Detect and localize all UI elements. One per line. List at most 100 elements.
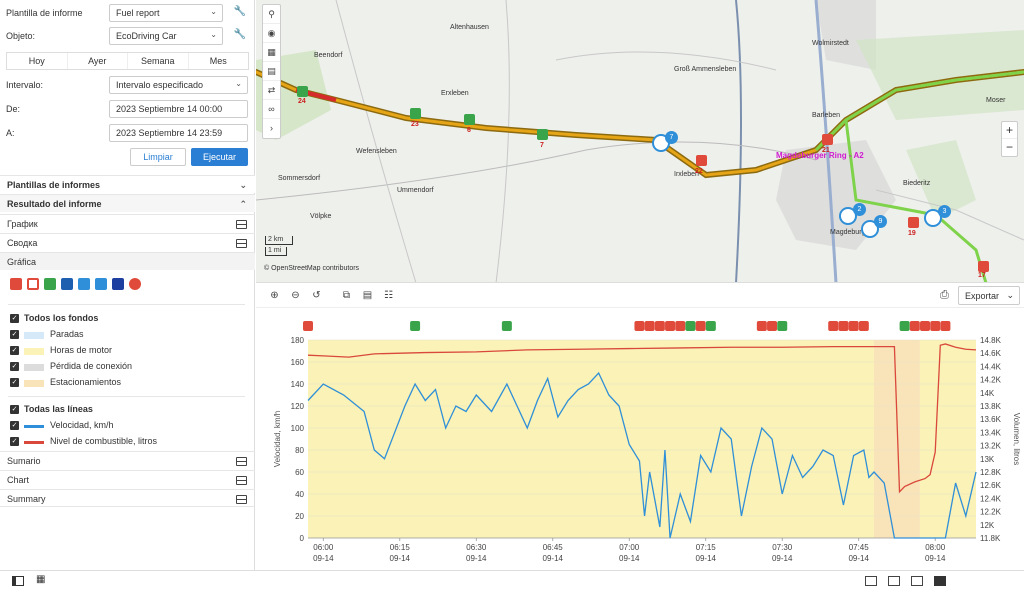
geofence-icon[interactable]: ∞ [263, 100, 280, 119]
wrench-icon[interactable]: 🔧 [233, 6, 247, 17]
drain-marker-icon[interactable] [908, 217, 919, 228]
map-view[interactable]: Beendorf Altenhausen Erxleben Groß Ammen… [256, 0, 1024, 283]
result-section[interactable]: Resultado del informe ⌃ [0, 194, 255, 212]
export-dropdown[interactable]: Exportar ⌄ [958, 286, 1020, 305]
map-layers-icon[interactable]: ▦ [263, 43, 280, 62]
drain-marker-icon[interactable] [27, 278, 39, 290]
comment-icon[interactable]: ▤ [362, 290, 373, 301]
y-right-tick-label: 13K [980, 455, 995, 464]
drain-marker-icon[interactable] [696, 155, 707, 166]
zoom-out-button[interactable]: − [1005, 140, 1013, 154]
drain-marker-icon[interactable] [978, 261, 989, 272]
checkbox-icon[interactable]: ✓ [10, 346, 19, 355]
object-select[interactable]: EcoDriving Car ⌄ [109, 27, 223, 45]
table-icon[interactable] [236, 495, 247, 504]
checkbox-icon[interactable]: ✓ [10, 378, 19, 387]
map-marker-label: 2 [853, 203, 866, 216]
run-button[interactable]: Ejecutar [191, 148, 248, 166]
map-label-town: Groß Ammensleben [674, 66, 737, 73]
layout-icon[interactable] [934, 576, 946, 586]
x-tick-date-label: 09-14 [925, 554, 946, 563]
interval-label: Intervalo: [6, 80, 44, 90]
result-item-grafik[interactable]: График [0, 214, 255, 232]
fuel-station-icon[interactable] [44, 278, 56, 290]
mail-icon[interactable] [888, 576, 900, 586]
fuel-station-icon[interactable] [464, 114, 475, 125]
legend-line-swatch [24, 441, 44, 444]
result-item-chart[interactable]: Chart [0, 470, 255, 488]
event-cluster-icon[interactable] [924, 209, 942, 227]
map-attribution[interactable]: © OpenStreetMap contributors [264, 265, 360, 272]
chart-area[interactable]: 0 20 40 60 80 100 120 140 160 180 11.8K 12K 12.2K 12.… [256, 310, 1024, 570]
image-icon[interactable] [78, 278, 90, 290]
y-right-tick-label: 13.8K [980, 402, 1002, 411]
table-icon[interactable] [236, 239, 247, 248]
quick-yesterday[interactable]: Ayer [68, 53, 128, 69]
messages-icon[interactable] [911, 576, 923, 586]
refuel-marker-icon[interactable] [10, 278, 22, 290]
notification-icon[interactable] [865, 576, 877, 586]
checkbox-icon[interactable]: ✓ [10, 405, 19, 414]
parking-icon[interactable] [112, 278, 124, 290]
map-marker-label: 19 [908, 230, 916, 237]
chevron-right-icon[interactable]: › [270, 123, 273, 133]
result-item-svodka[interactable]: Сводка [0, 233, 255, 251]
print-icon[interactable]: ⎙ [940, 289, 949, 301]
result-item-summary[interactable]: Summary [0, 489, 255, 507]
quick-week[interactable]: Semana [128, 53, 189, 69]
clear-button[interactable]: Limpiar [130, 148, 186, 166]
zoom-out-icon[interactable]: ⊖ [291, 290, 300, 301]
table-icon[interactable] [236, 476, 247, 485]
reset-zoom-icon[interactable]: ↺ [312, 290, 321, 301]
route-label: Magdeburger Ring - A2 [776, 151, 864, 160]
x-tick-date-label: 09-14 [772, 554, 793, 563]
template-select[interactable]: Fuel report ⌄ [109, 4, 223, 22]
fuel-station-icon[interactable] [410, 108, 421, 119]
map-label-town: Irxleben [674, 171, 699, 178]
search-icon[interactable]: ⚲ [263, 5, 280, 24]
backgrounds-title: Todos los fondos [24, 313, 99, 323]
x-tick-time-label: 07:30 [772, 543, 793, 552]
drain-marker-icon[interactable] [822, 134, 833, 145]
result-item-grafica[interactable]: Gráfica [0, 252, 255, 270]
checkbox-icon[interactable]: ✓ [10, 421, 19, 430]
zoom-in-icon[interactable]: ⊕ [270, 290, 279, 301]
to-input[interactable]: 2023 Septiembre 14 23:59 [109, 124, 248, 142]
grid-icon[interactable]: ▦ [36, 574, 46, 585]
templates-section[interactable]: Plantillas de informes ⌄ [0, 175, 255, 193]
ruler-icon[interactable]: ▤ [263, 62, 280, 81]
marker-filter-icons [10, 278, 141, 292]
video-icon[interactable] [95, 278, 107, 290]
interval-select[interactable]: Intervalo especificado ⌄ [109, 76, 248, 94]
checkbox-icon[interactable]: ✓ [10, 362, 19, 371]
route-icon[interactable]: ⇄ [263, 81, 280, 100]
from-input[interactable]: 2023 Septiembre 14 00:00 [109, 100, 248, 118]
fuel-speed-chart[interactable]: 0 20 40 60 80 100 120 140 160 180 11.8K 12K 12.2K 12.… [256, 310, 1024, 568]
map-label-town: Altenhausen [450, 24, 489, 31]
checkbox-icon[interactable]: ✓ [10, 437, 19, 446]
zoom-in-button[interactable]: + [1002, 122, 1017, 139]
quick-today[interactable]: Hoy [7, 53, 68, 69]
quick-month[interactable]: Mes [209, 56, 227, 66]
checkbox-icon[interactable]: ✓ [10, 330, 19, 339]
object-row: Objeto: EcoDriving Car ⌄ 🔧 [6, 27, 249, 47]
checkbox-icon[interactable]: ✓ [10, 314, 19, 323]
stop-icon[interactable] [129, 278, 141, 290]
map-label-town: Beendorf [314, 52, 343, 59]
map-label-town: Biederitz [903, 180, 931, 187]
fit-icon[interactable]: ⧉ [342, 290, 351, 301]
map-scale: 2 km 1 mi [265, 236, 293, 258]
fuel-station-icon[interactable] [537, 129, 548, 140]
status-bar: ▦ [0, 570, 1024, 590]
table-icon[interactable] [236, 220, 247, 229]
result-item-label: Summary [7, 494, 46, 504]
flag-icon[interactable] [61, 278, 73, 290]
table-icon[interactable] [236, 457, 247, 466]
event-cluster-icon[interactable] [839, 207, 857, 225]
timeline-icon[interactable]: ☷ [384, 290, 393, 301]
eye-icon[interactable]: ◉ [263, 24, 280, 43]
result-item-sumario[interactable]: Sumario [0, 451, 255, 469]
fuel-station-icon[interactable] [297, 86, 308, 97]
wrench-icon[interactable]: 🔧 [233, 29, 247, 40]
panel-toggle-icon[interactable] [12, 576, 24, 586]
